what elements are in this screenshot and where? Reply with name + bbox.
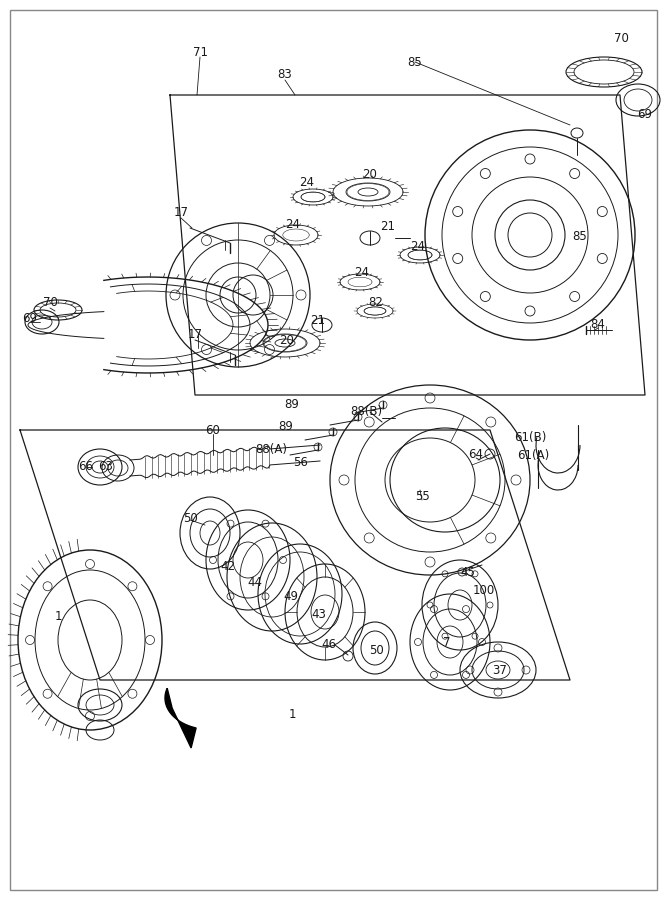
Text: 66: 66: [79, 461, 93, 473]
Text: 49: 49: [283, 590, 299, 604]
Text: 24: 24: [299, 176, 315, 190]
Text: 60: 60: [205, 424, 220, 436]
Text: 61(B): 61(B): [514, 430, 546, 444]
Text: 63: 63: [99, 461, 113, 473]
Text: 21: 21: [380, 220, 396, 233]
Text: 1: 1: [288, 708, 295, 722]
Text: 45: 45: [460, 566, 476, 580]
Text: 88(A): 88(A): [255, 444, 287, 456]
Text: 61(A): 61(A): [517, 448, 549, 462]
Text: 88(B): 88(B): [350, 406, 382, 419]
Text: 83: 83: [277, 68, 292, 82]
Text: 37: 37: [492, 663, 508, 677]
Text: 50: 50: [183, 511, 197, 525]
Text: 70: 70: [614, 32, 628, 44]
Text: 84: 84: [590, 319, 606, 331]
Text: 24: 24: [285, 219, 301, 231]
Text: 69: 69: [638, 109, 652, 122]
Text: 43: 43: [311, 608, 326, 620]
Text: 82: 82: [369, 296, 384, 310]
Text: 70: 70: [43, 296, 57, 310]
Text: 24: 24: [410, 240, 426, 254]
Text: 24: 24: [354, 266, 370, 280]
Text: 46: 46: [321, 638, 336, 652]
Text: 7: 7: [444, 636, 451, 650]
Text: 50: 50: [370, 644, 384, 656]
Text: 69: 69: [23, 311, 37, 325]
Text: 100: 100: [473, 583, 495, 597]
Text: 44: 44: [247, 577, 263, 590]
Text: 89: 89: [285, 399, 299, 411]
Text: 85: 85: [573, 230, 588, 244]
Text: 21: 21: [311, 313, 325, 327]
Text: 89: 89: [279, 420, 293, 434]
Text: 17: 17: [173, 206, 189, 220]
Text: 1: 1: [54, 610, 62, 624]
Text: 20: 20: [279, 334, 294, 346]
Text: 17: 17: [187, 328, 203, 341]
Text: 20: 20: [363, 168, 378, 182]
Text: 71: 71: [193, 46, 207, 58]
Text: 64: 64: [468, 448, 484, 462]
Text: 56: 56: [293, 455, 308, 469]
Text: 42: 42: [221, 561, 235, 573]
Text: 85: 85: [408, 56, 422, 68]
Text: 55: 55: [415, 491, 430, 503]
Polygon shape: [165, 688, 196, 748]
